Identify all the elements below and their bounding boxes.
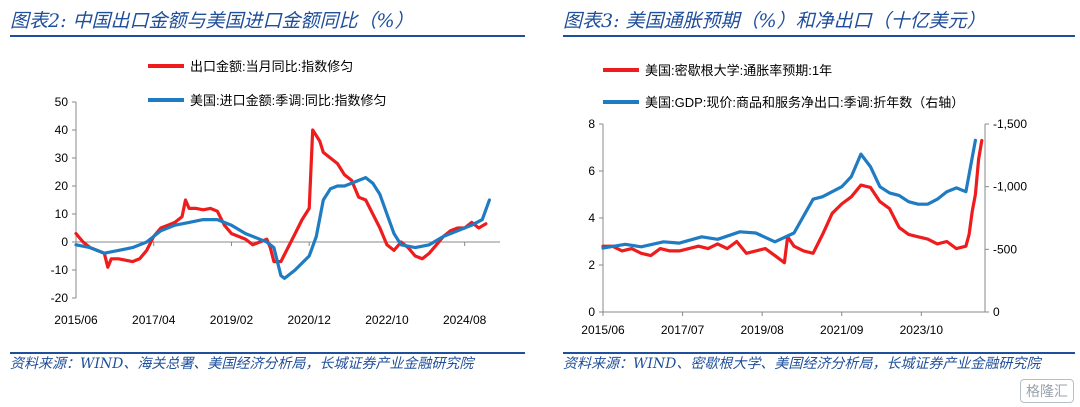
y2-tick-label-3: -1,500 — [993, 117, 1027, 131]
right-chart-svg: 美国:密歇根大学:通胀率预期:1年美国:GDP:现价:商品和服务净出口:季调:折… — [581, 63, 1027, 337]
x-tick-label-2: 2019/08 — [740, 323, 784, 337]
y-tick-label-1: -10 — [51, 263, 69, 277]
left-chart-title: 图表2: 中国出口金额与美国进口金额同比（%） — [10, 10, 414, 32]
right-source-rule — [563, 352, 1075, 354]
y-tick-label-2: 4 — [588, 211, 595, 225]
left-source: 资料来源：WIND、海关总署、美国经济分析局，长城证券产业金融研究院 — [10, 356, 474, 372]
y-tick-label-2: 0 — [61, 235, 68, 249]
x-tick-label-4: 2023/10 — [900, 323, 944, 337]
x-tick-label-4: 2022/10 — [365, 313, 409, 327]
left-chart-panel: 图表2: 中国出口金额与美国进口金额同比（%） 出口金额:当月同比:指数修匀美国… — [0, 0, 530, 407]
x-tick-label-0: 2015/06 — [581, 323, 625, 337]
right-title-rule — [563, 35, 1075, 37]
y2-tick-label-2: -1,000 — [993, 180, 1027, 194]
x-tick-label-3: 2021/09 — [820, 323, 864, 337]
legend-label-0: 出口金额:当月同比:指数修匀 — [190, 59, 353, 74]
y2-tick-label-1: -500 — [993, 242, 1017, 256]
right-chart-panel: 图表3: 美国通胀预期（%）和净出口（十亿美元） 美国:密歇根大学:通胀率预期:… — [553, 0, 1080, 407]
legend-label-1: 美国:进口金额:季调:同比:指数修匀 — [190, 93, 386, 108]
series-line-1 — [74, 176, 491, 280]
watermark-logo: 格隆汇 — [1020, 379, 1074, 403]
x-tick-label-5: 2024/08 — [443, 313, 487, 327]
y-tick-label-4: 20 — [55, 179, 69, 193]
legend-label-0: 美国:密歇根大学:通胀率预期:1年 — [645, 63, 832, 78]
y-tick-label-0: 0 — [588, 305, 595, 319]
y2-tick-label-0: 0 — [993, 305, 1000, 319]
x-tick-label-3: 2020/12 — [288, 313, 332, 327]
series-line-1 — [601, 138, 977, 250]
x-tick-label-1: 2017/07 — [661, 323, 705, 337]
y-tick-label-4: 8 — [588, 117, 595, 131]
x-tick-label-1: 2017/04 — [132, 313, 176, 327]
y-tick-label-6: 40 — [55, 123, 69, 137]
y-tick-label-7: 50 — [55, 95, 69, 109]
y-tick-label-5: 30 — [55, 151, 69, 165]
series-line-0 — [601, 138, 984, 265]
x-tick-label-2: 2019/02 — [210, 313, 254, 327]
y-tick-label-0: -20 — [51, 291, 69, 305]
y-tick-label-1: 2 — [588, 258, 595, 272]
right-source: 资料来源：WIND、密歇根大学、美国经济分析局，长城证券产业金融研究院 — [563, 356, 1041, 372]
legend-label-1: 美国:GDP:现价:商品和服务净出口:季调:折年数（右轴） — [645, 95, 964, 110]
left-title-rule — [10, 35, 525, 37]
x-tick-label-0: 2015/06 — [54, 313, 98, 327]
y-tick-label-3: 6 — [588, 164, 595, 178]
right-chart-title: 图表3: 美国通胀预期（%）和净出口（十亿美元） — [563, 10, 986, 32]
y-tick-label-3: 10 — [55, 207, 69, 221]
left-source-rule — [10, 352, 525, 354]
